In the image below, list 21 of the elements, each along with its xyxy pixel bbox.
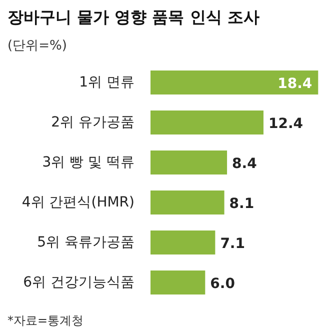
y-tick-label: 1위 면류 [79,74,134,90]
y-tick-label: 3위 빵 및 떡류 [42,154,135,170]
text: (단위=%) [8,38,67,54]
data-label: 7.1 [220,236,245,252]
data-label: 8.4 [232,156,258,172]
bar [150,150,228,174]
bar [150,70,318,94]
data-label: 6.0 [210,276,236,292]
y-tick-label: 6위 건강기능식품 [23,274,134,290]
bar [150,190,224,214]
y-tick-label: 4위 간편식(HMR) [22,194,135,210]
chart-title: 장바구니 물가 영향 품목 인식 조사 [8,8,260,26]
y-tick-label: 5위 육류가공품 [37,234,134,250]
y-tick-label: 2위 유가공품 [51,114,134,130]
data-label: 12.4 [268,116,304,132]
data-label: 18.4 [278,76,312,92]
bar [150,110,264,134]
text: *자료=통계청 [8,314,84,328]
bar [150,270,206,294]
data-label: 8.1 [229,196,254,212]
bar [150,230,216,254]
